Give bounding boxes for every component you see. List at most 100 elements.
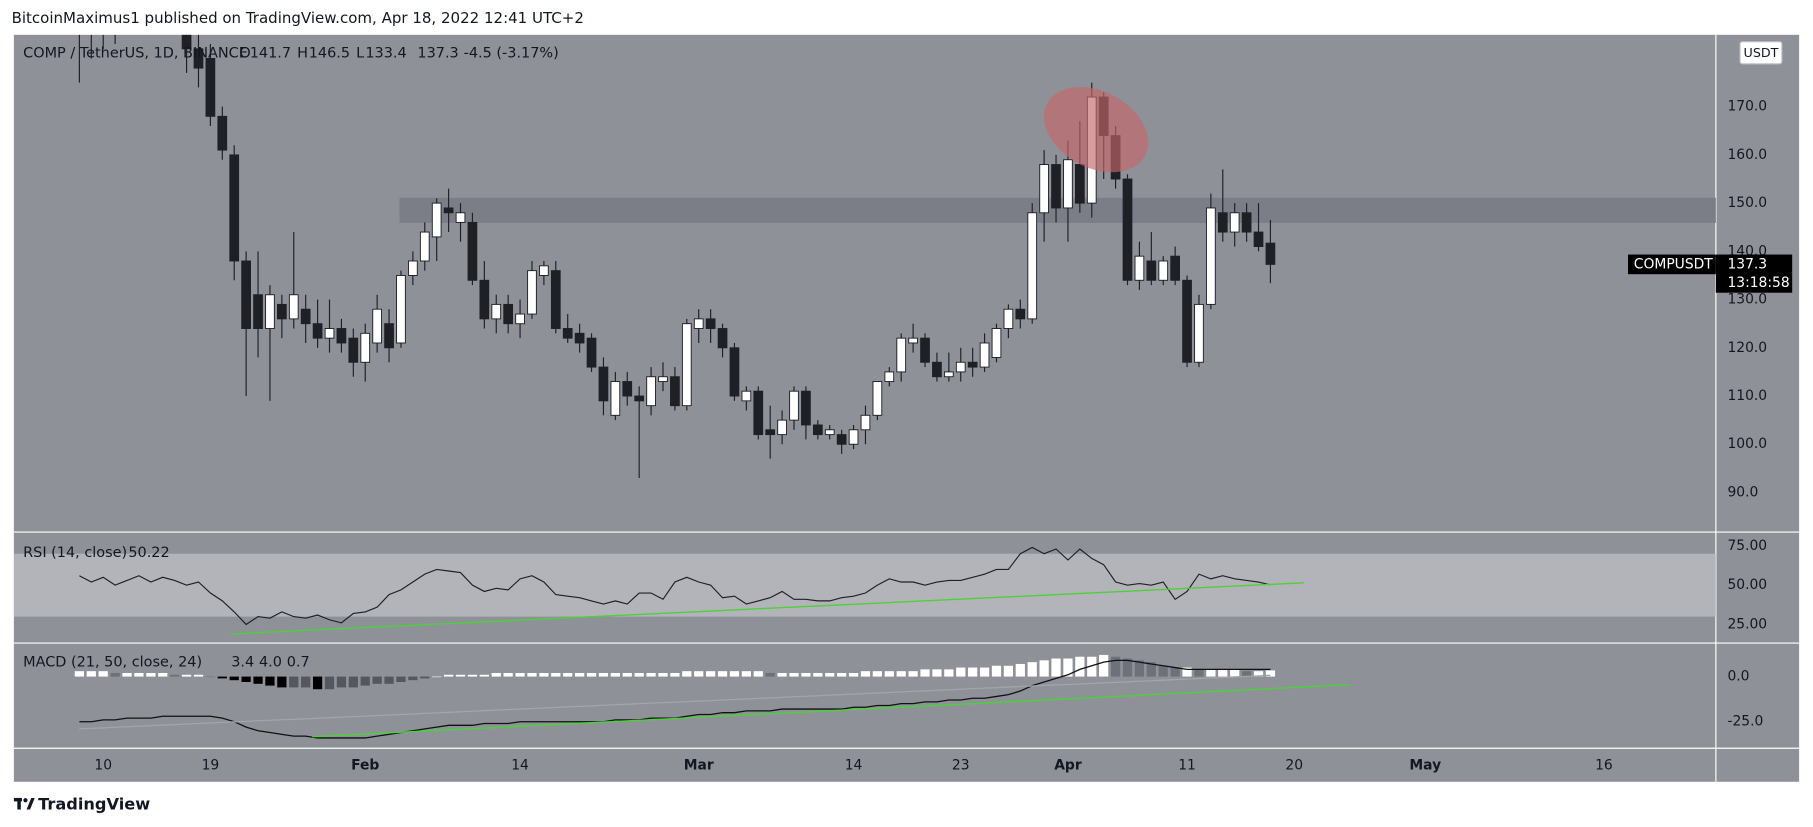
candle-body (312, 323, 323, 339)
candle-body (1039, 164, 1049, 214)
macd-histogram-bar (324, 676, 335, 690)
macd-histogram-bar (598, 672, 609, 677)
logo-part (23, 798, 28, 803)
macd-histogram-bar (1087, 656, 1097, 677)
candle-body (229, 154, 240, 262)
x-tick-label: May (1409, 758, 1441, 774)
macd-title: MACD (21, 50, close, 24) (23, 655, 202, 671)
candle-body (1122, 178, 1133, 281)
change-label: -4.5 (-3.17%) (464, 45, 559, 61)
macd-histogram-bar (253, 676, 263, 684)
candle-body (515, 313, 525, 325)
macd-histogram-bar (134, 672, 144, 677)
macd-histogram-bar (408, 676, 418, 681)
macd-value: 4.0 (259, 655, 282, 671)
macd-histogram-bar (1265, 670, 1276, 677)
ohlc-value: 141.7 (250, 45, 291, 61)
macd-histogram-bar (944, 669, 954, 677)
candle-body (181, 34, 192, 50)
y-tick-label: 170.0 (1727, 99, 1767, 115)
candle-body (479, 279, 490, 320)
brand-logo (13, 797, 35, 810)
macd-histogram-bar (1039, 660, 1049, 677)
macd-histogram-bar (432, 676, 442, 678)
y-tick-label: 130.0 (1727, 292, 1767, 308)
candle-body (419, 231, 430, 262)
macd-panel (74, 654, 1351, 739)
y-tick-label: 75.00 (1727, 538, 1767, 554)
candle-body (1158, 260, 1169, 281)
candle-body (443, 207, 454, 214)
candle-body (384, 323, 394, 349)
rsi-title: RSI (14, close) (23, 545, 127, 561)
macd-histogram-bar (956, 667, 966, 677)
candle-body (372, 308, 382, 344)
macd-histogram-bar (789, 672, 799, 677)
rsi-value: 50.22 (128, 545, 169, 561)
macd-histogram-bar (717, 671, 728, 677)
macd-histogram-bar (420, 676, 430, 679)
candle-body (658, 376, 668, 383)
candle-body (1206, 207, 1216, 305)
macd-histogram-bar (741, 671, 751, 677)
currency-label: USDT (1744, 45, 1779, 60)
macd-histogram-bar (1206, 669, 1216, 677)
macd-histogram-bar (1051, 658, 1061, 677)
candle-body (455, 212, 466, 223)
macd-histogram-bar (360, 676, 370, 686)
macd-histogram-bar (1253, 671, 1264, 677)
macd-histogram-bar (98, 671, 108, 677)
candle-body (408, 260, 418, 276)
candle-body (1134, 255, 1145, 281)
macd-histogram-bar (896, 671, 906, 677)
x-tick-label: Apr (1054, 758, 1082, 774)
x-tick-label: 11 (1178, 758, 1196, 774)
macd-histogram-bar (503, 672, 513, 677)
macd-histogram-bar (765, 672, 775, 677)
candle-body (277, 303, 287, 320)
ohlc-value: 137.3 (417, 45, 458, 61)
macd-histogram-bar (825, 672, 835, 677)
y-tick-label: 50.00 (1727, 577, 1767, 593)
macd-histogram-bar (241, 676, 251, 682)
y-tick-label: -25.0 (1727, 714, 1763, 730)
candle-body (586, 337, 597, 368)
macd-histogram-bar (1075, 656, 1085, 677)
y-tick-label: 160.0 (1727, 147, 1767, 163)
macd-histogram-bar (443, 674, 454, 677)
macd-histogram-bar (551, 672, 561, 677)
candle-body (896, 337, 907, 373)
macd-histogram-bar (646, 672, 656, 677)
macd-hist-value: 3.4 (231, 655, 254, 671)
macd-histogram-bar (229, 676, 239, 681)
macd-histogram-bar (1170, 667, 1180, 677)
candle-body (848, 429, 859, 445)
candle-body (1075, 164, 1085, 204)
candle-body (932, 361, 942, 378)
x-tick-label: Feb (351, 758, 379, 774)
candle-body (539, 265, 549, 276)
macd-histogram-bar (146, 672, 156, 677)
candle-body (1229, 212, 1240, 233)
macd-histogram-bar (801, 672, 811, 677)
candle-body (241, 260, 251, 329)
candle-body (943, 371, 954, 378)
macd-histogram-bar (1063, 658, 1073, 677)
macd-histogram-bar (193, 674, 204, 677)
candle-body (777, 419, 787, 436)
candle-body (1253, 231, 1264, 247)
candle-body (753, 390, 764, 436)
candle-body (527, 270, 537, 315)
candle-body (288, 294, 299, 320)
candle-body (646, 376, 656, 407)
macd-histogram-bar (158, 672, 168, 677)
candle-body (717, 328, 728, 349)
candle-body (217, 115, 228, 151)
candle-body (1170, 255, 1180, 281)
macd-histogram-bar (384, 676, 394, 684)
macd-histogram-bar (1003, 665, 1014, 677)
candle-body (824, 429, 835, 436)
x-tick-label: 14 (845, 758, 863, 774)
macd-histogram-bar (1194, 669, 1204, 677)
y-tick-label: 0.0 (1727, 669, 1749, 685)
